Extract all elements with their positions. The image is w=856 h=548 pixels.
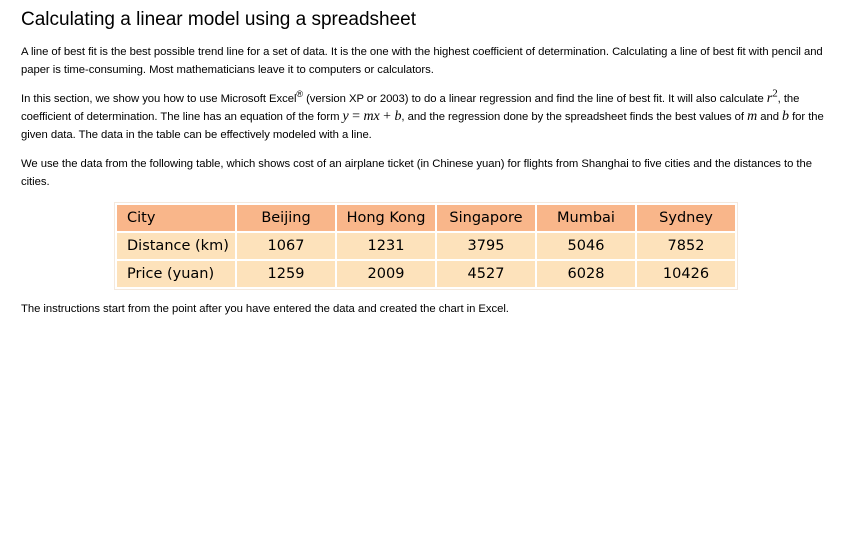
page-title: Calculating a linear model using a sprea…: [21, 9, 417, 30]
table-header-cell: Mumbai: [537, 205, 635, 231]
eq-x: x: [373, 109, 380, 124]
r-letter: r: [766, 91, 773, 106]
text-segment: , the coefficient of determination. The …: [21, 93, 800, 123]
r-exponent: 2: [772, 87, 778, 100]
table-row: Distance (km) 1067 1231 3795 5046 7852: [117, 233, 735, 259]
table-cell: 4527: [437, 261, 535, 287]
text-segment: In this section, we show you how to use …: [21, 93, 297, 105]
flight-data-table: City Beijing Hong Kong Singapore Mumbai …: [114, 202, 738, 290]
text-segment: (version XP or 2003) to do a linear regr…: [303, 93, 767, 105]
eq-equals: =: [348, 109, 364, 124]
table-cell: 5046: [537, 233, 635, 259]
table-cell: 2009: [337, 261, 435, 287]
eq-b: b: [394, 109, 402, 124]
var-m: m: [747, 109, 758, 124]
table-header-cell: Hong Kong: [337, 205, 435, 231]
table-header-cell: City: [117, 205, 235, 231]
table-header-cell: Beijing: [237, 205, 335, 231]
table-header-cell: Sydney: [637, 205, 735, 231]
registered-mark: ®: [296, 89, 303, 100]
table-cell: 7852: [637, 233, 735, 259]
eq-plus: +: [379, 109, 395, 124]
instructions-paragraph: The instructions start from the point af…: [21, 303, 509, 315]
table-cell: 10426: [637, 261, 735, 287]
table-header-row: City Beijing Hong Kong Singapore Mumbai …: [117, 205, 735, 231]
intro-paragraph: A line of best fit is the best possible …: [21, 46, 823, 76]
text-segment: and: [757, 111, 783, 123]
eq-m: m: [363, 109, 374, 124]
table-cell: 6028: [537, 261, 635, 287]
table-row-label: Price (yuan): [117, 261, 235, 287]
table-cell: 1067: [237, 233, 335, 259]
table-row: Price (yuan) 1259 2009 4527 6028 10426: [117, 261, 735, 287]
text-segment: , and the regression done by the spreads…: [401, 111, 748, 123]
data-description-paragraph: We use the data from the following table…: [21, 158, 812, 188]
table-cell: 1231: [337, 233, 435, 259]
linear-equation: y = mx + b: [342, 109, 402, 124]
r-squared-symbol: r2: [766, 88, 778, 106]
eq-y: y: [342, 109, 349, 124]
page-content: Calculating a linear model using a sprea…: [21, 9, 836, 315]
table-row-label: Distance (km): [117, 233, 235, 259]
text-segment: for the given data. The data in the tabl…: [21, 111, 824, 141]
var-b: b: [782, 109, 789, 124]
table-cell: 1259: [237, 261, 335, 287]
excel-paragraph: In this section, we show you how to use …: [21, 88, 836, 144]
table-cell: 3795: [437, 233, 535, 259]
table-header-cell: Singapore: [437, 205, 535, 231]
